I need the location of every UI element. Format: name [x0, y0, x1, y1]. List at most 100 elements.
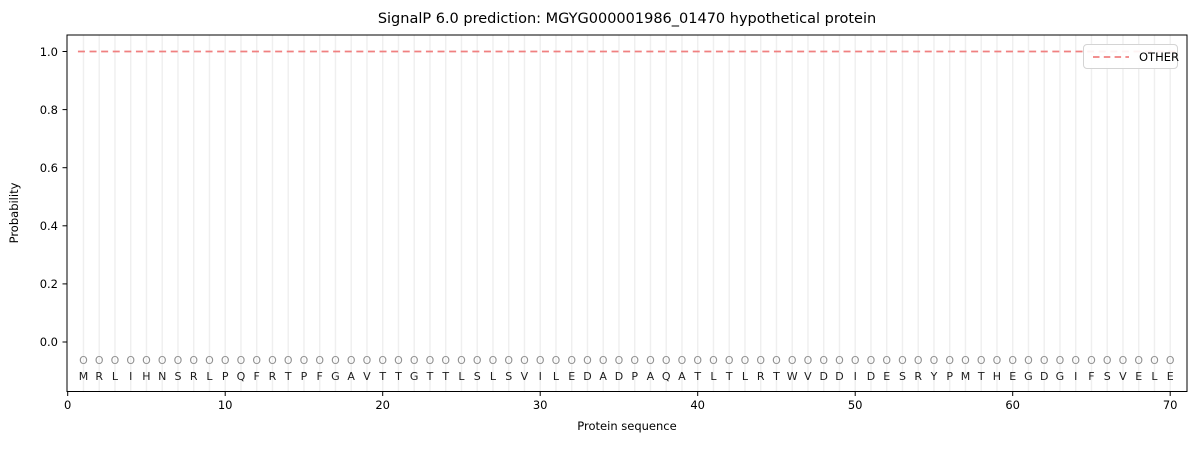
residue-letter: S [898, 370, 906, 383]
residue-letter: R [268, 370, 277, 383]
chart-title: SignalP 6.0 prediction: MGYG000001986_01… [377, 11, 877, 27]
residue-letter: G [1024, 370, 1033, 383]
position-prediction-mark: O [803, 354, 813, 367]
position-prediction-mark: O [866, 354, 876, 367]
x-tick-label: 20 [375, 398, 390, 412]
position-prediction-mark: O [520, 354, 529, 367]
residue-letter: F [253, 370, 260, 383]
position-prediction-mark: O [142, 354, 151, 367]
residue-letter: G [331, 370, 340, 383]
residue-letter: T [694, 370, 702, 383]
y-axis-label: Probability [7, 182, 21, 244]
position-prediction-mark: O [756, 354, 766, 367]
residue-letter: V [1119, 370, 1127, 383]
position-prediction-mark: O [740, 354, 750, 367]
position-prediction-mark: O [409, 354, 419, 367]
residue-letter: I [538, 370, 542, 383]
residue-letter: A [599, 370, 607, 383]
x-tick-label: 10 [217, 398, 233, 412]
x-tick-label: 40 [690, 398, 705, 412]
y-tick-label: 1.0 [39, 44, 58, 59]
position-prediction-mark: O [362, 354, 372, 367]
residue-letter: A [646, 370, 655, 383]
position-prediction-mark: O [299, 354, 309, 367]
residue-letter: L [741, 370, 748, 383]
position-prediction-mark: O [189, 354, 199, 367]
residue-letter: P [221, 370, 229, 383]
position-prediction-mark: O [331, 354, 340, 367]
position-prediction-mark: O [425, 354, 435, 367]
position-prediction-mark: O [819, 354, 829, 367]
residue-letter: A [678, 370, 686, 383]
position-prediction-mark: O [882, 354, 892, 367]
residue-letter: R [914, 370, 923, 383]
position-prediction-mark: O [693, 354, 703, 367]
y-tick-label: 0.4 [39, 218, 58, 233]
position-prediction-mark: O [94, 354, 104, 367]
residue-letter: R [756, 370, 765, 383]
residue-letter: L [489, 370, 496, 383]
residue-letter: M [78, 370, 89, 383]
residue-letter: E [1135, 370, 1143, 383]
position-prediction-mark: O [1008, 354, 1018, 367]
residue-letter: D [866, 370, 876, 383]
residue-letter: W [786, 370, 798, 383]
position-prediction-mark: O [472, 354, 482, 367]
position-prediction-mark: O [661, 354, 671, 367]
position-prediction-mark: O [724, 354, 734, 367]
x-tick-label: 70 [1162, 398, 1178, 412]
position-prediction-mark: O [630, 354, 640, 367]
position-prediction-mark: O [898, 354, 907, 367]
other-dashed-line-swatch [1092, 47, 1130, 66]
position-prediction-mark: O [378, 354, 388, 367]
position-prediction-mark: O [252, 354, 262, 367]
y-tick-label: 0.2 [39, 276, 58, 291]
residue-letter: T [442, 370, 450, 383]
x-tick-label: 60 [1005, 398, 1020, 412]
position-prediction-mark: O [315, 354, 325, 367]
legend-entry-label: OTHER [1139, 49, 1179, 64]
position-prediction-mark: O [1165, 354, 1175, 367]
residue-letter: L [710, 370, 717, 383]
x-axis-label: Protein sequence [577, 419, 677, 433]
position-prediction-mark: O [1039, 354, 1049, 367]
position-prediction-mark: O [504, 354, 514, 367]
position-prediction-mark: O [992, 354, 1002, 367]
residue-letter: D [614, 370, 624, 383]
residue-letter: H [992, 370, 1002, 383]
residue-letter: T [395, 370, 402, 383]
position-prediction-mark: O [850, 354, 860, 367]
position-prediction-mark: O [157, 354, 167, 367]
residue-letter: E [1009, 370, 1017, 383]
residue-letter: S [1103, 370, 1111, 383]
x-tick-label: 50 [847, 398, 863, 412]
residue-letter: L [206, 370, 213, 383]
position-prediction-mark: O [646, 354, 655, 367]
residue-letter: E [883, 370, 891, 383]
residue-letter: T [773, 370, 780, 383]
residue-letter: F [1088, 370, 1095, 383]
position-prediction-mark: O [126, 354, 136, 367]
position-prediction-mark: O [1071, 354, 1081, 367]
position-prediction-mark: O [787, 354, 797, 367]
position-prediction-mark: O [441, 354, 451, 367]
residue-letter: G [1055, 370, 1065, 383]
x-tick-label: 30 [532, 398, 548, 412]
residue-letter: I [129, 370, 133, 383]
residue-letter: P [300, 370, 308, 383]
position-prediction-mark: O [346, 354, 356, 367]
y-tick-label: 0.6 [39, 160, 58, 175]
residue-letter: T [284, 370, 292, 383]
residue-letter: A [347, 370, 355, 383]
position-prediction-mark: O [283, 354, 293, 367]
position-prediction-mark: O [913, 354, 923, 367]
position-prediction-mark: O [709, 354, 718, 367]
residue-letter: V [363, 370, 371, 383]
position-prediction-mark: O [567, 354, 577, 367]
residue-letter: L [552, 370, 559, 383]
position-prediction-mark: O [1087, 354, 1096, 367]
position-prediction-mark: O [961, 354, 970, 367]
residue-letter: L [1151, 370, 1158, 383]
position-prediction-mark: O [583, 354, 592, 367]
